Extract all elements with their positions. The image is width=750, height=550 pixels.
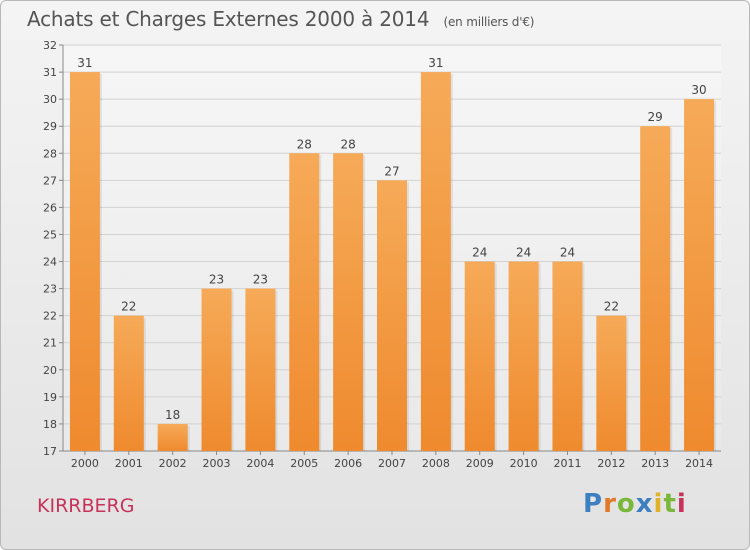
- bar-value-label: 23: [253, 273, 268, 287]
- proxiti-logo: Proxiti: [583, 489, 687, 519]
- bar-value-label: 31: [77, 56, 92, 70]
- x-tick-label: 2007: [378, 457, 406, 470]
- logo-letter: r: [603, 489, 617, 519]
- bar-value-label: 28: [340, 137, 355, 151]
- y-tick-label: 17: [43, 445, 57, 458]
- x-tick-label: 2005: [290, 457, 318, 470]
- x-tick-label: 2012: [597, 457, 625, 470]
- bar-value-label: 31: [428, 56, 443, 70]
- x-tick-label: 2000: [71, 457, 99, 470]
- bar: [640, 126, 671, 451]
- x-tick-label: 2011: [553, 457, 581, 470]
- x-tick-label: 2010: [510, 457, 538, 470]
- chart-title: Achats et Charges Externes 2000 à 2014 (…: [27, 7, 534, 31]
- y-tick-label: 26: [43, 201, 57, 214]
- x-tick-label: 2003: [203, 457, 231, 470]
- x-tick-label: 2004: [246, 457, 274, 470]
- bar: [552, 261, 583, 451]
- bar: [69, 72, 100, 452]
- logo-letter: i: [653, 489, 664, 519]
- commune-name: KIRRBERG: [37, 495, 135, 517]
- bar: [245, 288, 276, 451]
- bar-value-label: 24: [516, 246, 531, 260]
- bar: [289, 153, 320, 451]
- y-tick-label: 20: [43, 364, 57, 377]
- bar-value-label: 22: [604, 300, 619, 314]
- y-tick-label: 32: [43, 39, 57, 52]
- chart-title-text: Achats et Charges Externes 2000 à 2014: [27, 7, 430, 31]
- x-tick-label: 2001: [115, 457, 143, 470]
- bar: [684, 99, 715, 451]
- bar-value-label: 23: [209, 273, 224, 287]
- y-tick-label: 24: [43, 256, 57, 269]
- y-tick-label: 29: [43, 120, 57, 133]
- bar: [201, 288, 232, 451]
- chart-subtitle: (en milliers d'€): [443, 15, 535, 29]
- logo-letter: P: [583, 489, 604, 519]
- x-tick-label: 2008: [422, 457, 450, 470]
- y-tick-label: 25: [43, 228, 57, 241]
- bar-value-label: 24: [472, 246, 487, 260]
- x-tick-label: 2009: [466, 457, 494, 470]
- bar-value-label: 18: [165, 408, 180, 422]
- bar-value-label: 28: [297, 137, 312, 151]
- bar-value-label: 29: [648, 110, 663, 124]
- x-tick-label: 2014: [685, 457, 713, 470]
- logo-letter: t: [663, 489, 677, 519]
- bar: [157, 423, 188, 451]
- y-tick-label: 28: [43, 147, 57, 160]
- bar-value-label: 22: [121, 300, 136, 314]
- bar: [596, 315, 627, 451]
- bar-value-label: 27: [384, 164, 399, 178]
- logo-letter: i: [676, 489, 687, 519]
- bar: [113, 315, 144, 451]
- y-tick-label: 23: [43, 283, 57, 296]
- x-tick-label: 2013: [641, 457, 669, 470]
- bar: [464, 261, 495, 451]
- y-tick-label: 31: [43, 66, 57, 79]
- y-tick-label: 19: [43, 391, 57, 404]
- y-tick-label: 22: [43, 310, 57, 323]
- logo-letter: x: [635, 489, 654, 519]
- bar: [508, 261, 539, 451]
- x-tick-label: 2002: [159, 457, 187, 470]
- bar: [377, 180, 407, 452]
- logo-letter: o: [616, 489, 636, 519]
- y-tick-label: 18: [43, 418, 57, 431]
- bar: [420, 72, 451, 452]
- bar-value-label: 30: [691, 83, 706, 97]
- y-tick-label: 27: [43, 174, 57, 187]
- x-tick-label: 2006: [334, 457, 362, 470]
- bar-value-label: 24: [560, 246, 575, 260]
- y-tick-label: 30: [43, 93, 57, 106]
- y-tick-label: 21: [43, 337, 57, 350]
- bar: [333, 153, 364, 451]
